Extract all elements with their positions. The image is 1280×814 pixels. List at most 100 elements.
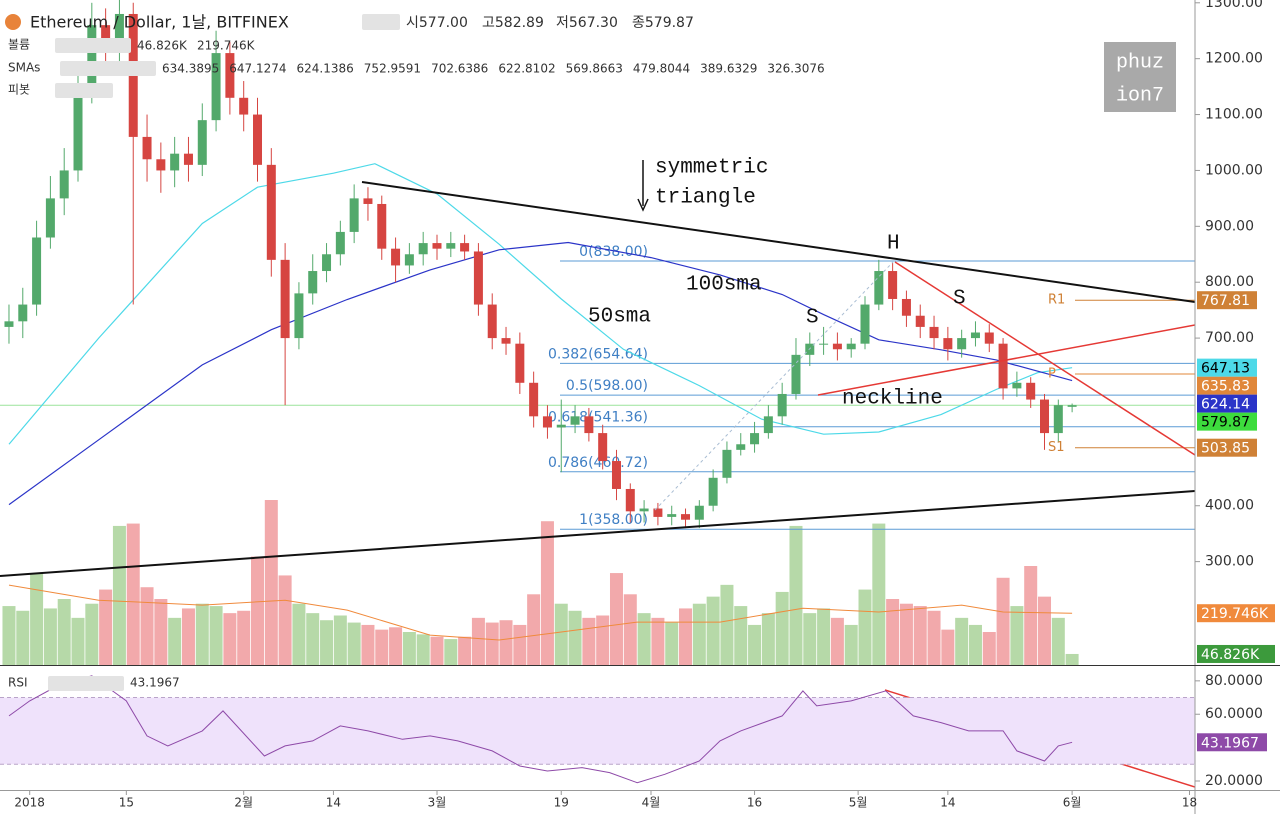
volume-bar xyxy=(927,610,941,665)
legend-icons[interactable] xyxy=(55,83,113,98)
candle-body xyxy=(943,338,953,350)
volume-bar xyxy=(126,523,140,665)
candle-body xyxy=(708,477,718,506)
pivot-label: R1 xyxy=(1048,293,1065,308)
candle-body xyxy=(791,354,801,394)
candle-body xyxy=(156,159,166,171)
symbol-icon xyxy=(5,14,21,30)
candle-body xyxy=(529,382,539,417)
candle-body xyxy=(239,97,249,115)
y-tick-label: 900.00 xyxy=(1205,218,1254,234)
candle-body xyxy=(391,248,401,266)
candle-body xyxy=(266,164,276,260)
candle-body xyxy=(59,170,69,199)
volume-bar xyxy=(264,500,278,665)
price-tag xyxy=(1197,412,1257,431)
candle-body xyxy=(929,326,939,339)
volume-legend-value: 46.826K xyxy=(137,39,188,53)
candle-body xyxy=(860,304,870,344)
pivot-label: S1 xyxy=(1048,440,1065,455)
volume-bar xyxy=(1010,606,1024,665)
watermark-box xyxy=(1104,42,1176,112)
volume-bar xyxy=(278,575,292,665)
volume-ma-legend-value: 219.746K xyxy=(197,39,256,53)
volume-bar xyxy=(637,613,651,665)
axes: 2018 15 2월 14 3월 19 4월 16 5월 14 6월 18 1300.00 1200.00… xyxy=(14,0,1263,810)
volume-bar xyxy=(623,594,637,665)
price-tag xyxy=(1197,644,1275,663)
sma-legend-value: 326.3076 xyxy=(767,62,824,76)
candle-body xyxy=(998,343,1008,389)
volume-bar xyxy=(941,629,955,665)
sma-legend-value: 702.6386 xyxy=(431,62,488,76)
legend-icons[interactable] xyxy=(362,14,400,30)
volume-bar xyxy=(899,603,913,665)
volume-bar xyxy=(389,627,403,665)
volume-bar xyxy=(513,624,527,665)
volume-bar xyxy=(458,636,472,665)
annotation: 50sma xyxy=(588,306,651,329)
price-tag xyxy=(1197,438,1257,457)
candle-body xyxy=(515,343,525,383)
candle-body xyxy=(170,153,180,171)
legend-icons[interactable] xyxy=(55,38,131,53)
price-tag-label: 46.826K xyxy=(1201,647,1260,663)
annotation: symmetric xyxy=(655,157,768,180)
pivot-label: P xyxy=(1048,366,1056,381)
volume-bar xyxy=(582,617,596,665)
rsi-line xyxy=(8,675,1073,784)
candle-body xyxy=(653,508,663,517)
fib-label: 0.5(598.00) xyxy=(566,378,648,394)
y-tick-label: 1300.00 xyxy=(1205,0,1263,11)
volume-bar xyxy=(858,589,872,665)
volume-bar xyxy=(16,610,30,665)
sma-legend: SMAs xyxy=(8,61,40,75)
price-tag-label: 579.87 xyxy=(1201,415,1250,431)
candle-body xyxy=(542,416,552,428)
ohlc-low: 저567.30 xyxy=(556,15,618,31)
legend-icons[interactable] xyxy=(48,676,124,691)
candle-body xyxy=(142,136,152,160)
candle-body xyxy=(763,416,773,434)
candle-body xyxy=(225,53,235,98)
annotation: triangle xyxy=(655,187,756,210)
downtrend-line xyxy=(894,261,1195,456)
volume-bar xyxy=(140,587,154,665)
ohlc-open: 시577.00 xyxy=(406,15,468,31)
volume-bar xyxy=(71,617,85,665)
candle-body xyxy=(253,114,263,165)
volume-bar xyxy=(306,613,320,665)
candle-body xyxy=(750,433,760,445)
candle-body xyxy=(915,315,925,327)
x-tick-label: 15 xyxy=(119,796,134,810)
candle-body xyxy=(901,298,911,316)
sma-line xyxy=(8,241,1073,506)
volume-bar xyxy=(955,617,969,665)
candle-body xyxy=(308,271,318,294)
volume-ma-line xyxy=(8,584,1073,641)
candle-body xyxy=(570,416,580,425)
candle-body xyxy=(432,243,442,249)
legend-icons[interactable] xyxy=(60,61,156,76)
x-tick-label: 5월 xyxy=(849,796,868,810)
candle-body xyxy=(73,86,83,171)
watermark-text: ion7 xyxy=(1116,84,1164,107)
volume-bar xyxy=(996,577,1010,665)
candle-body xyxy=(1026,382,1036,400)
rsi-y-tick-label: 60.0000 xyxy=(1205,706,1263,722)
candle-body xyxy=(114,13,124,48)
rsi-y-tick-label: 20.0000 xyxy=(1205,773,1263,789)
triangle-lower-line xyxy=(0,490,1195,577)
candle-body xyxy=(598,433,608,462)
volume-bar xyxy=(85,603,99,665)
rsi-legend: RSI xyxy=(8,676,28,690)
candle-body xyxy=(322,254,332,272)
candle-body xyxy=(349,198,359,232)
volume-bar xyxy=(30,573,44,665)
sma-legend-value: 569.8663 xyxy=(566,62,623,76)
price-tag xyxy=(1197,358,1257,377)
price-tag-label: 219.746K xyxy=(1201,606,1269,622)
price-tag-label: 43.1967 xyxy=(1201,735,1259,751)
candle-body xyxy=(832,343,842,350)
candle-body xyxy=(280,259,290,339)
